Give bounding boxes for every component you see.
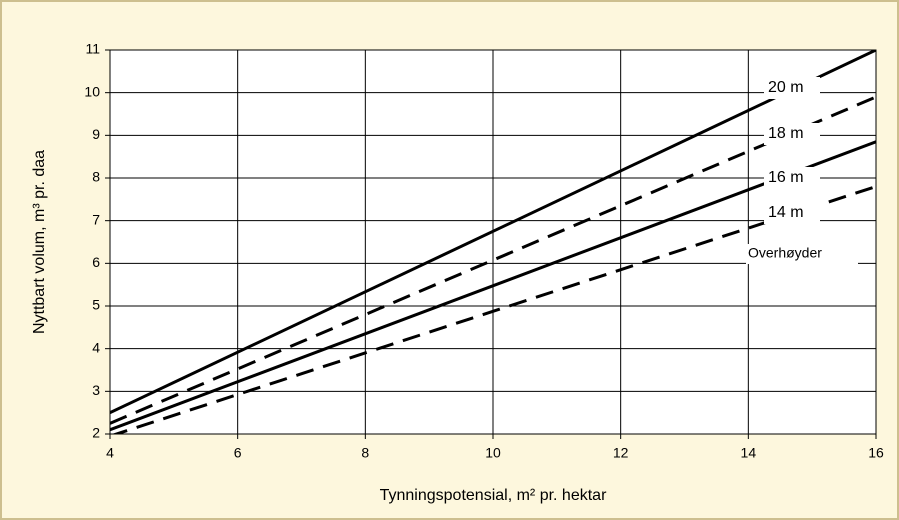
y-tick-label: 3 [92,382,100,398]
legend-title: Overhøyder [748,245,822,261]
label-bg [764,77,820,99]
x-tick-label: 14 [741,445,757,461]
x-tick-label: 16 [868,445,884,461]
y-axis-label: Nyttbart volum, m³ pr. daa [31,150,48,334]
label-bg [764,123,820,145]
label-bg [764,202,820,224]
x-tick-label: 4 [106,445,114,461]
y-tick-label: 9 [92,126,100,142]
y-tick-label: 7 [92,211,100,227]
y-tick-label: 2 [92,425,100,441]
y-tick-label: 11 [85,41,100,57]
y-tick-label: 5 [92,297,100,313]
label-bg [764,167,820,189]
series-label: 20 m [768,79,804,96]
series-label: 14 m [768,204,804,221]
series-label: 18 m [768,125,804,142]
series-line [110,50,876,415]
series-line [111,185,876,434]
x-tick-label: 6 [234,445,242,461]
y-tick-label: 6 [92,254,100,270]
y-tick-label: 8 [92,169,100,185]
x-tick-label: 8 [361,445,369,461]
x-axis-label: Tynningspotensial, m² pr. hektar [380,487,607,504]
plot-border [109,49,877,435]
series-label: 16 m [768,169,804,186]
series-line [110,140,876,432]
y-tick-label: 10 [84,83,100,99]
series-group [110,50,876,434]
x-tick-label: 10 [485,445,501,461]
y-tick-label: 4 [92,339,100,355]
label-bg [746,244,858,264]
x-tick-label: 12 [613,445,629,461]
